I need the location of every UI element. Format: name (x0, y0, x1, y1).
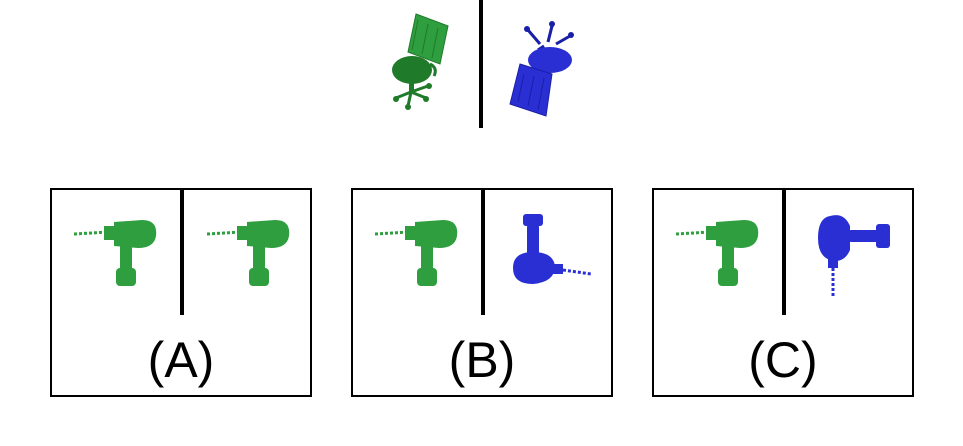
option-a-panel[interactable]: (A) (50, 188, 312, 397)
reference-divider (479, 0, 483, 128)
option-c-panel[interactable]: (C) (652, 188, 914, 397)
option-b-label: (B) (353, 330, 611, 390)
blue-office-chair-rotated-icon (508, 16, 578, 116)
green-drill-icon (373, 218, 463, 288)
green-drill-icon (72, 218, 162, 288)
green-drill-icon (205, 218, 295, 288)
option-c-label: (C) (654, 330, 912, 390)
option-a-divider (180, 190, 184, 315)
blue-drill-rotated-icon (814, 210, 894, 300)
option-b-panel[interactable]: (B) (351, 188, 613, 397)
option-a-label: (A) (52, 330, 310, 390)
option-c-divider (782, 190, 786, 315)
green-office-chair-icon (388, 12, 458, 112)
option-b-divider (481, 190, 485, 315)
blue-drill-rotated-icon (507, 212, 597, 292)
green-drill-icon (674, 218, 764, 288)
